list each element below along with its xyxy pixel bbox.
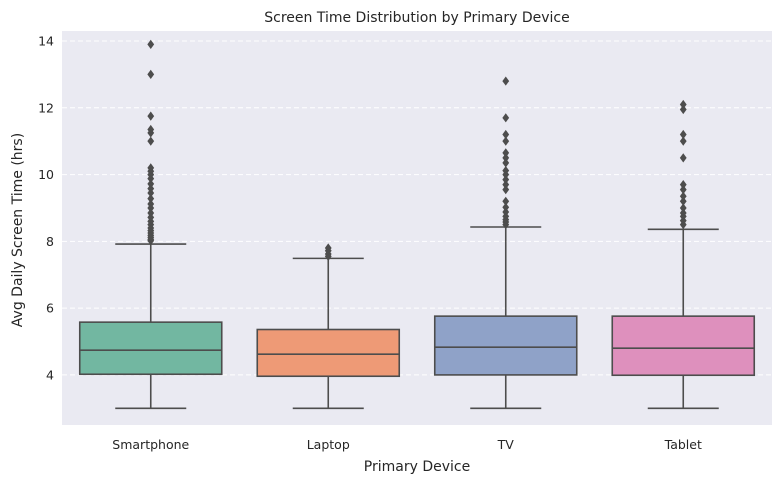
outlier-point [679, 104, 687, 115]
y-axis-ticks: 4 6 8 10 12 14 [38, 34, 54, 383]
outlier-point [679, 99, 687, 110]
box-laptop [256, 243, 401, 410]
outlier-point [502, 129, 510, 140]
y-tick-label: 8 [46, 234, 54, 249]
x-axis-label: Primary Device [364, 459, 470, 475]
outlier-point [679, 136, 687, 146]
y-tick-label: 12 [38, 100, 54, 115]
y-tick-label: 6 [46, 301, 54, 316]
iqr-box [611, 315, 756, 377]
outlier-point [679, 208, 687, 218]
x-tick-label: Tablet [664, 437, 702, 452]
outlier-point [502, 113, 510, 123]
boxes [78, 39, 756, 410]
outlier-point [502, 174, 510, 185]
x-tick-label: TV [497, 437, 515, 452]
outlier-point [147, 136, 155, 146]
outlier-point [679, 185, 687, 195]
iqr-box [433, 315, 578, 376]
outlier-point [502, 185, 510, 195]
outlier-point [502, 148, 510, 158]
outlier-point [324, 243, 332, 253]
chart-title: Screen Time Distribution by Primary Devi… [264, 10, 569, 26]
y-tick-label: 4 [46, 367, 54, 382]
y-axis-label: Avg Daily Screen Time (hrs) [10, 133, 26, 327]
outlier-point [502, 136, 510, 146]
box-tv [433, 76, 578, 410]
outlier-point [502, 153, 510, 163]
iqr-box [78, 321, 223, 376]
outlier-point [679, 196, 687, 206]
outlier-point [679, 153, 687, 163]
outlier-point [147, 39, 155, 49]
outlier-point [502, 165, 510, 176]
x-tick-label: Smartphone [112, 437, 189, 452]
gridlines [62, 40, 772, 376]
outlier-point [679, 179, 687, 190]
y-tick-label: 10 [38, 167, 54, 182]
outlier-point [502, 196, 510, 206]
y-tick-label: 14 [38, 34, 54, 49]
outlier-point [147, 179, 155, 189]
outlier-point [147, 184, 155, 194]
outlier-point [147, 208, 155, 218]
box-tablet [611, 99, 756, 410]
outlier-point [147, 163, 155, 173]
iqr-box [256, 328, 401, 378]
outlier-point [679, 129, 687, 140]
outlier-point [679, 191, 687, 201]
outlier-point [502, 207, 510, 217]
outlier-point [147, 111, 155, 121]
x-axis-ticks: Smartphone Laptop TV Tablet [112, 437, 702, 452]
outlier-point [502, 158, 510, 168]
x-tick-label: Laptop [307, 437, 350, 452]
outlier-point [147, 69, 155, 80]
outlier-point [502, 179, 510, 190]
outlier-point [679, 203, 687, 213]
outlier-point [502, 76, 510, 86]
outlier-point [147, 199, 155, 209]
outlier-point [147, 124, 155, 135]
box-smartphone [78, 39, 223, 410]
outlier-point [147, 194, 155, 204]
outlier-point [502, 202, 510, 212]
